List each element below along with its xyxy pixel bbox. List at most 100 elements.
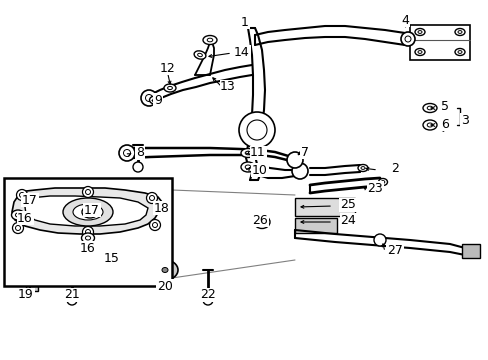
Ellipse shape: [162, 267, 168, 273]
Text: 5: 5: [440, 100, 448, 113]
Ellipse shape: [414, 49, 424, 55]
Text: 4: 4: [400, 13, 408, 27]
Ellipse shape: [454, 28, 464, 36]
Ellipse shape: [87, 210, 93, 215]
Ellipse shape: [207, 38, 212, 42]
Polygon shape: [12, 188, 162, 234]
Circle shape: [123, 149, 130, 157]
Ellipse shape: [417, 51, 421, 53]
Text: 3: 3: [460, 113, 468, 126]
Circle shape: [400, 32, 414, 46]
Circle shape: [141, 90, 157, 106]
Ellipse shape: [81, 233, 94, 243]
Bar: [461, 244, 479, 258]
Circle shape: [17, 189, 27, 201]
Text: 2: 2: [390, 162, 398, 175]
Circle shape: [239, 112, 274, 148]
Ellipse shape: [197, 53, 202, 57]
Ellipse shape: [152, 260, 178, 280]
Circle shape: [149, 195, 154, 201]
Bar: [294, 198, 354, 216]
Text: 18: 18: [154, 202, 170, 215]
Text: 1: 1: [241, 15, 248, 28]
Text: 10: 10: [251, 163, 267, 176]
Ellipse shape: [457, 51, 461, 53]
Circle shape: [119, 145, 135, 161]
Circle shape: [286, 152, 303, 168]
Polygon shape: [25, 196, 148, 226]
Text: 19: 19: [18, 288, 34, 302]
Ellipse shape: [414, 28, 424, 36]
Ellipse shape: [15, 213, 20, 217]
Ellipse shape: [85, 236, 90, 240]
Ellipse shape: [360, 167, 364, 170]
Text: 13: 13: [220, 81, 235, 94]
Ellipse shape: [241, 162, 254, 172]
Bar: [4, 178, 172, 286]
Circle shape: [203, 295, 213, 305]
Ellipse shape: [163, 84, 176, 92]
Text: 21: 21: [64, 288, 80, 302]
Ellipse shape: [258, 219, 264, 225]
Text: 12: 12: [160, 62, 176, 75]
Ellipse shape: [378, 179, 386, 185]
Text: 22: 22: [200, 288, 215, 302]
Circle shape: [152, 222, 157, 228]
Ellipse shape: [194, 51, 205, 59]
Ellipse shape: [457, 31, 461, 33]
Text: 20: 20: [157, 279, 173, 292]
Ellipse shape: [244, 165, 250, 169]
Circle shape: [85, 230, 90, 234]
Circle shape: [146, 193, 157, 203]
Circle shape: [20, 193, 24, 198]
Ellipse shape: [422, 104, 436, 112]
Circle shape: [373, 234, 385, 246]
Text: 16: 16: [17, 211, 33, 225]
Text: 11: 11: [250, 147, 265, 159]
Ellipse shape: [63, 198, 113, 226]
Ellipse shape: [357, 165, 367, 171]
Circle shape: [145, 94, 152, 102]
Circle shape: [82, 226, 93, 238]
Bar: [26, 282, 38, 291]
Text: 25: 25: [339, 198, 355, 211]
Ellipse shape: [422, 120, 436, 130]
Ellipse shape: [203, 36, 217, 45]
Circle shape: [82, 186, 93, 198]
Ellipse shape: [73, 204, 103, 220]
Text: 6: 6: [440, 117, 448, 130]
Text: 26: 26: [252, 213, 267, 226]
Ellipse shape: [253, 216, 269, 229]
Circle shape: [16, 225, 20, 230]
Text: 8: 8: [136, 147, 143, 159]
Text: 14: 14: [234, 45, 249, 58]
Text: 9: 9: [154, 94, 162, 107]
Text: 24: 24: [340, 213, 355, 226]
Text: 23: 23: [366, 181, 382, 194]
Ellipse shape: [241, 148, 254, 158]
Ellipse shape: [158, 265, 172, 275]
Circle shape: [246, 120, 266, 140]
Ellipse shape: [244, 151, 250, 155]
Ellipse shape: [381, 181, 384, 183]
Bar: [294, 218, 336, 233]
Ellipse shape: [427, 106, 432, 110]
Ellipse shape: [454, 49, 464, 55]
Ellipse shape: [417, 31, 421, 33]
Circle shape: [13, 222, 23, 234]
Ellipse shape: [152, 98, 157, 102]
Text: 16: 16: [80, 242, 96, 255]
Text: 27: 27: [386, 243, 402, 256]
FancyBboxPatch shape: [409, 25, 469, 60]
Ellipse shape: [82, 206, 98, 218]
Circle shape: [404, 36, 410, 42]
Text: 17: 17: [22, 194, 38, 207]
Text: 7: 7: [301, 145, 308, 158]
Circle shape: [149, 220, 160, 230]
Ellipse shape: [167, 86, 172, 90]
Ellipse shape: [12, 210, 24, 220]
Circle shape: [85, 189, 90, 194]
Circle shape: [67, 295, 77, 305]
Ellipse shape: [149, 96, 160, 104]
Text: 15: 15: [104, 252, 120, 265]
